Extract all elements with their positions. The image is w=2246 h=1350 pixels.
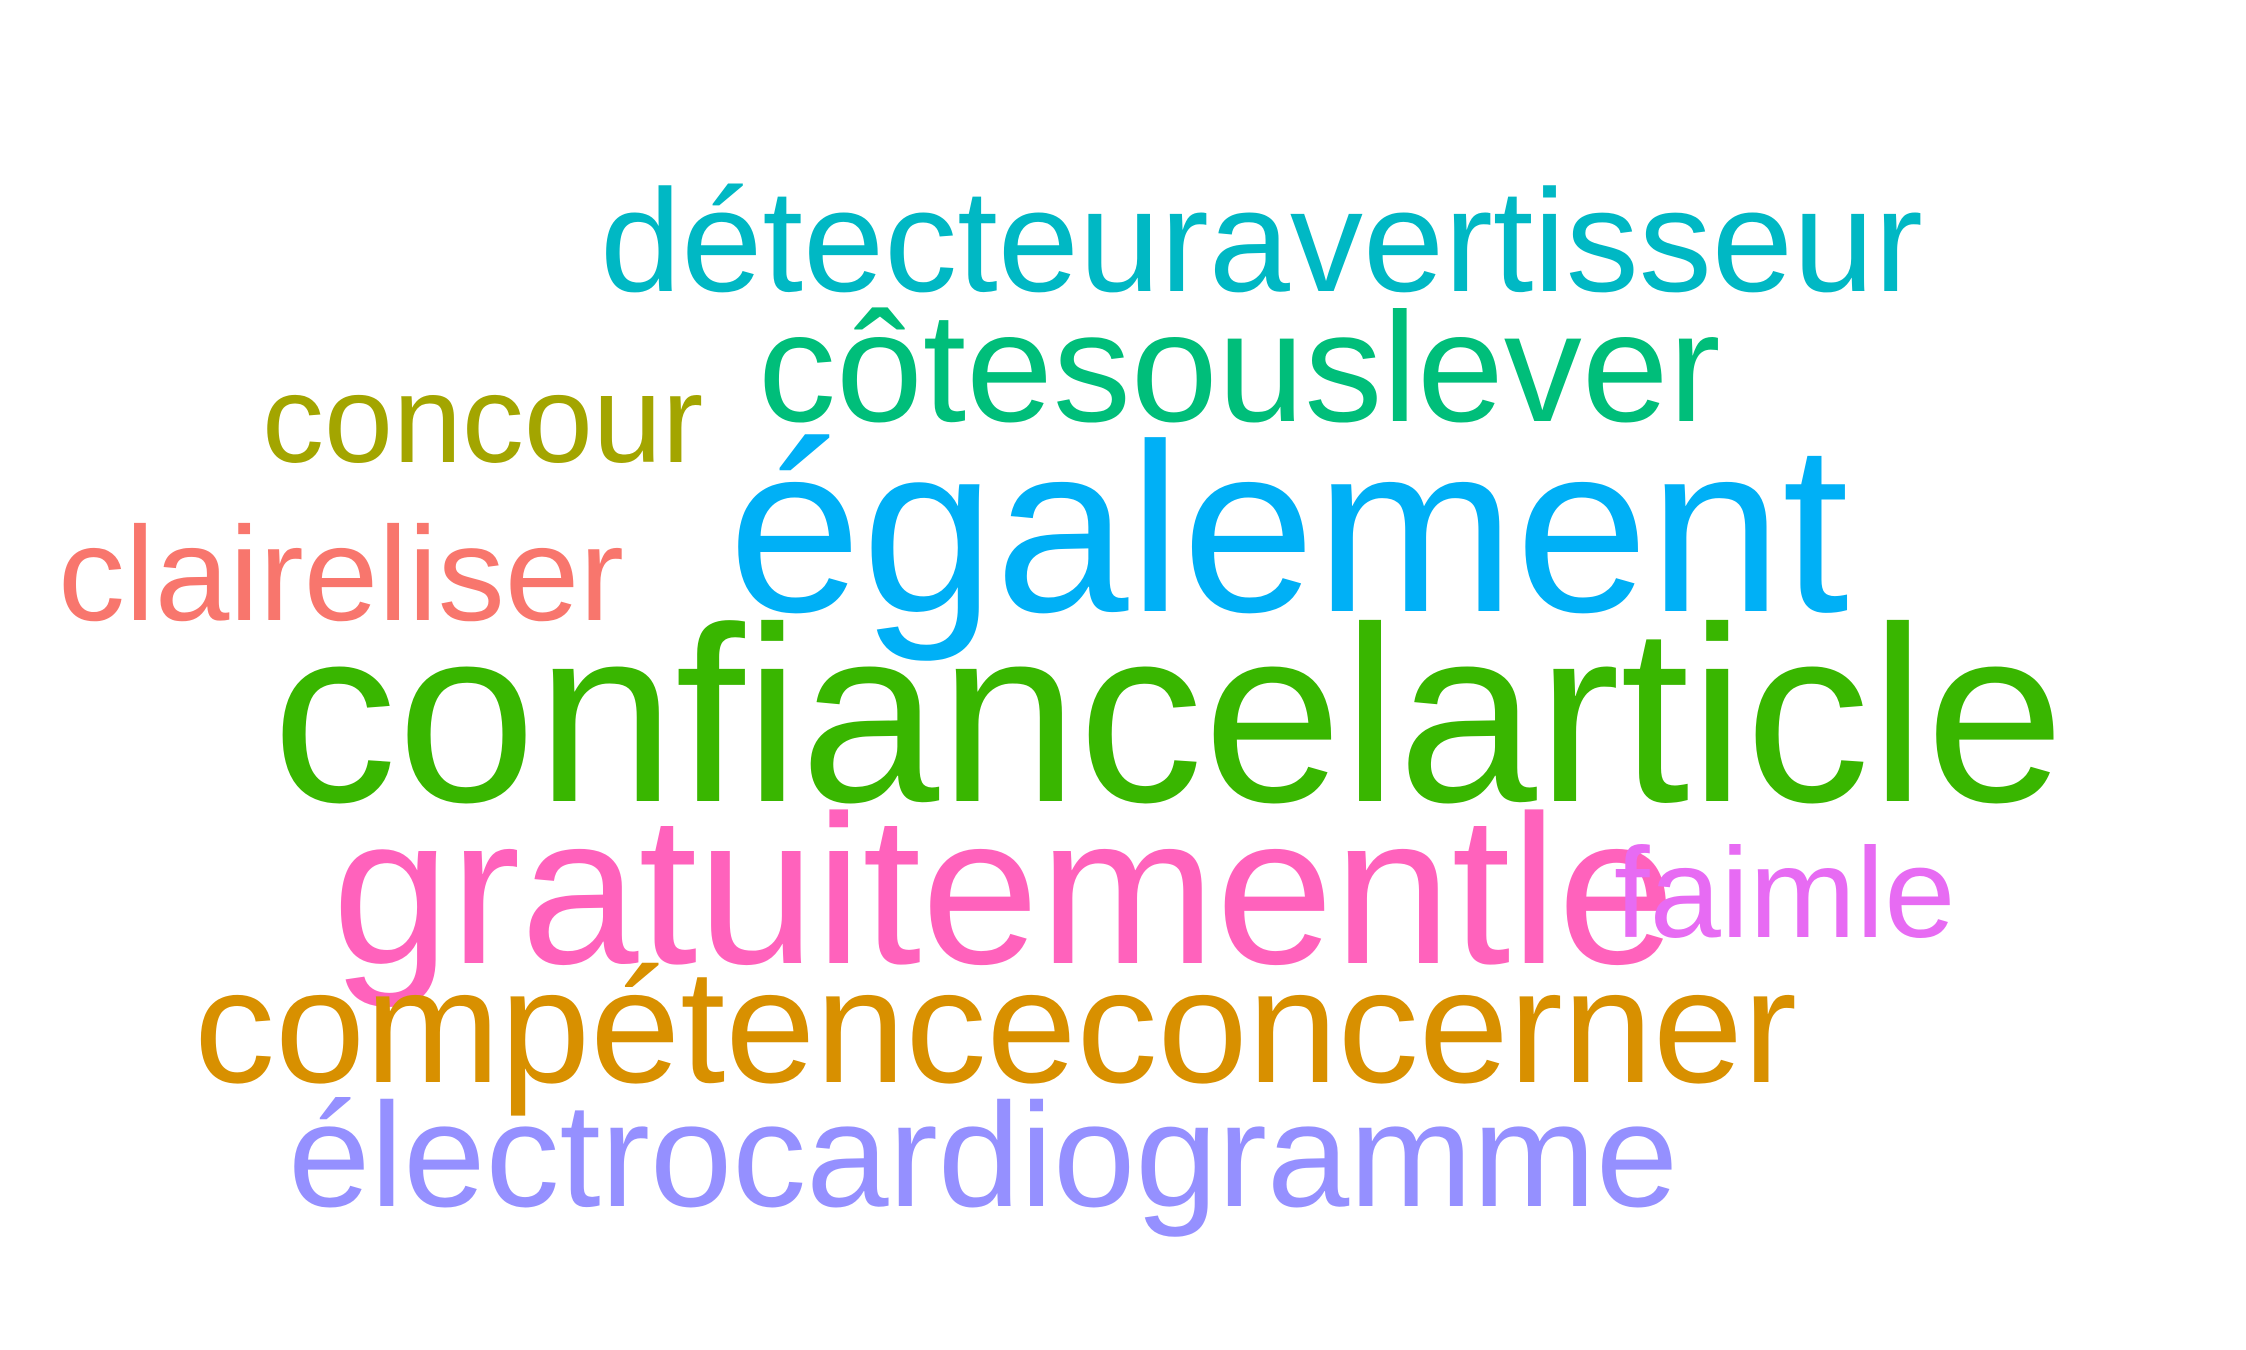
word-concour: concour [262, 351, 704, 489]
word-detecteuravertisseur: détecteuravertisseur [600, 159, 1923, 322]
word-gratuitementle: gratuitementle [332, 771, 1676, 1008]
word-confiancelarticle: confiancelarticle [272, 575, 2065, 854]
word-electrocardiogramme: électrocardiogramme [288, 1073, 1679, 1238]
word-claireliser: claireliser [58, 500, 624, 649]
word-faimle: faimle [1614, 822, 1956, 965]
word-cotesouslever: côtesouslever [758, 281, 1721, 455]
word-egalement: également [728, 394, 1849, 662]
word-competenceconcerner: compétenceconcerner [194, 936, 1797, 1117]
